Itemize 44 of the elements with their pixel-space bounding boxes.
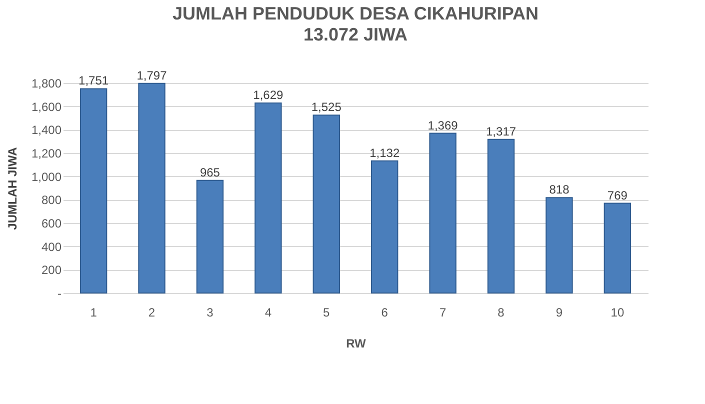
y-tick-label: 200 [41,263,62,278]
x-tick-label: 2 [148,306,156,320]
data-label: 1,317 [486,124,516,138]
x-tick-label: 1 [90,306,98,320]
bar [196,180,224,294]
bar [254,102,282,294]
x-tick-label: 4 [264,306,272,320]
bar [371,160,398,294]
bar [312,114,340,294]
bar [138,82,166,294]
y-tick-label: - [58,286,62,300]
x-tick-label: 9 [556,306,563,320]
y-tick-label: 800 [41,193,62,208]
bar [487,138,515,294]
y-tick-label: 1,000 [31,170,62,184]
data-label: 818 [549,182,570,197]
data-label: 1,132 [370,146,400,160]
y-tick-label: 1,600 [31,100,62,114]
y-axis-title: JUMLAH JIWA [5,146,20,230]
x-tick-label: 7 [439,306,446,320]
bar [429,132,456,294]
y-tick-label: 1,200 [31,146,62,160]
x-tick-label: 10 [610,306,624,320]
x-tick-label: 3 [206,306,214,320]
bar [80,88,108,294]
x-tick-label: 8 [498,306,505,320]
y-tick-label: 1,400 [31,123,62,138]
y-tick-label: 1,800 [31,76,62,90]
bar [604,202,632,294]
data-label: 1,797 [136,68,168,82]
data-label: 1,525 [311,100,342,114]
data-label: 769 [607,188,628,202]
x-axis-title: RW [346,336,367,350]
y-tick-label: 600 [41,216,62,230]
x-tick-label: 6 [381,306,388,320]
data-label: 1,751 [78,74,109,88]
data-label: 965 [200,165,220,180]
bar [546,197,573,294]
data-label: 1,369 [428,118,458,132]
y-tick-label: 400 [41,240,62,254]
chart-subtitle: 13.072 JIWA [303,24,408,44]
x-tick-label: 5 [323,306,330,320]
chart-title: JUMLAH PENDUDUK DESA CIKAHURIPAN [172,3,539,24]
data-label: 1,629 [253,88,284,102]
